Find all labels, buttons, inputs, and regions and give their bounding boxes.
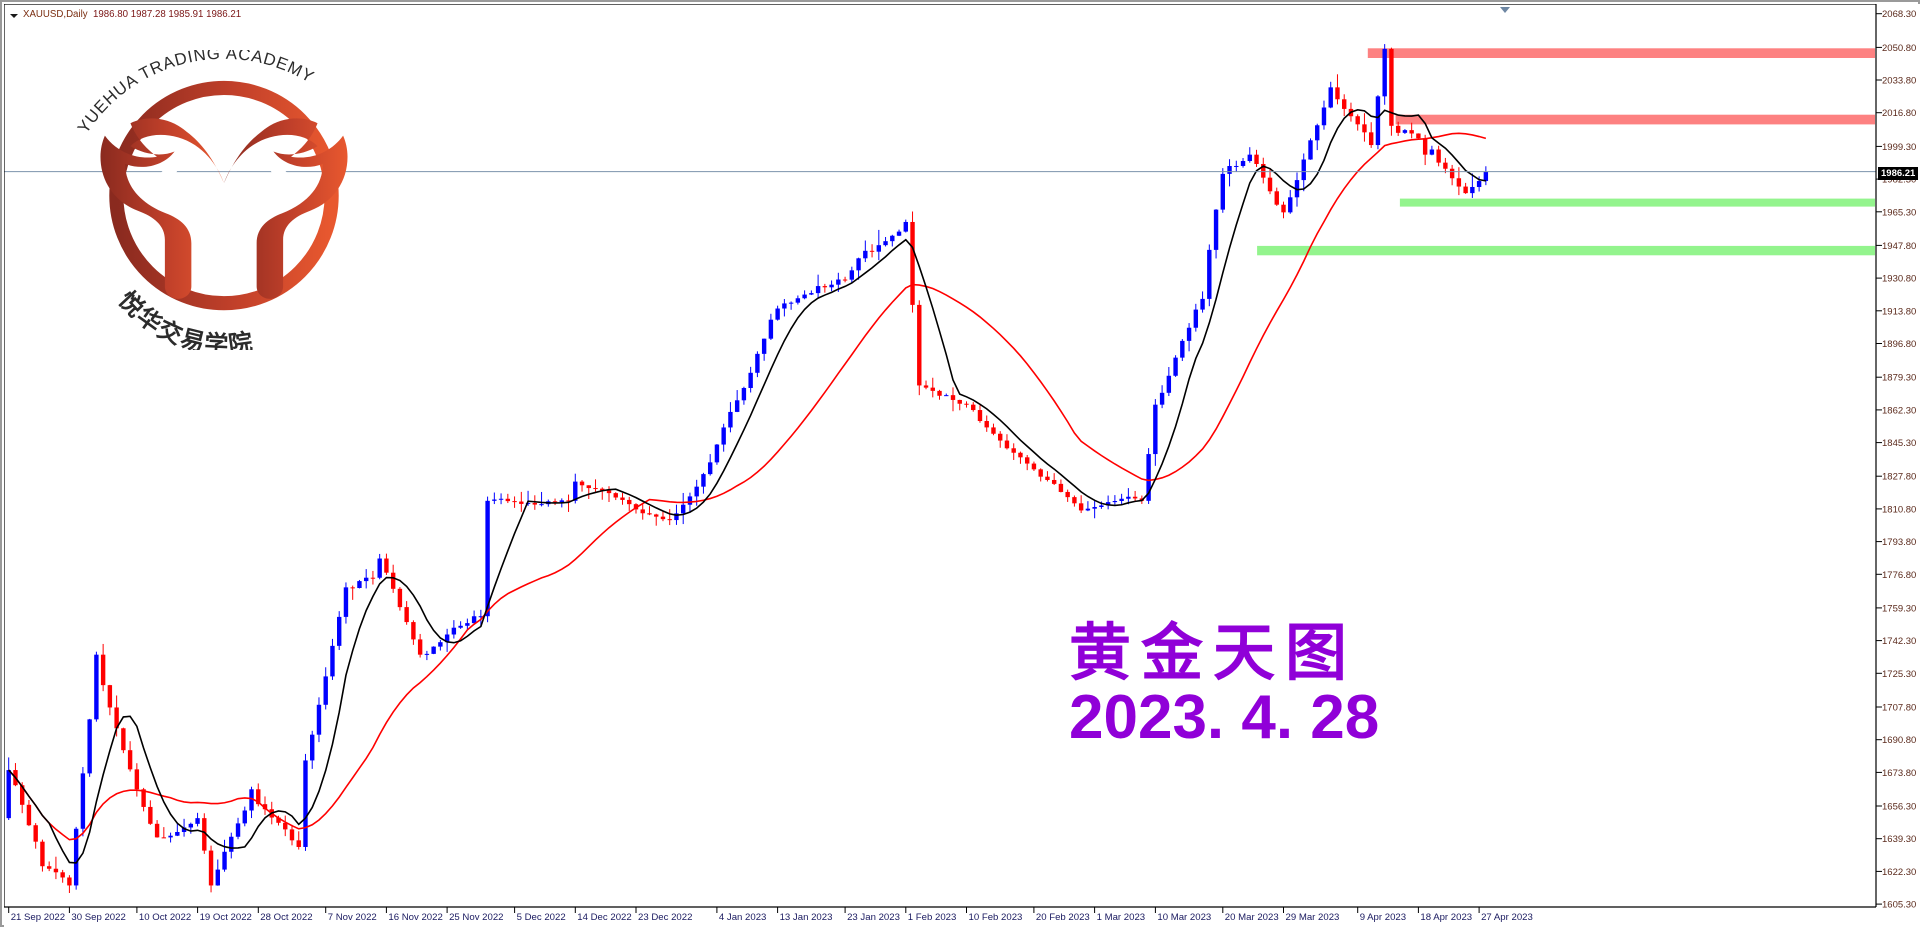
svg-text:1622.30: 1622.30 bbox=[1882, 867, 1916, 878]
svg-text:10 Feb 2023: 10 Feb 2023 bbox=[969, 912, 1023, 923]
svg-text:1759.30: 1759.30 bbox=[1882, 603, 1916, 614]
svg-text:1605.30: 1605.30 bbox=[1882, 900, 1916, 911]
svg-text:14 Dec 2022: 14 Dec 2022 bbox=[577, 912, 631, 923]
svg-text:25 Nov 2022: 25 Nov 2022 bbox=[449, 912, 503, 923]
svg-text:1673.80: 1673.80 bbox=[1882, 768, 1916, 779]
svg-text:1947.80: 1947.80 bbox=[1882, 241, 1916, 252]
svg-text:28 Oct 2022: 28 Oct 2022 bbox=[260, 912, 312, 923]
svg-text:1725.30: 1725.30 bbox=[1882, 669, 1916, 680]
svg-text:18 Apr 2023: 18 Apr 2023 bbox=[1420, 912, 1472, 923]
svg-text:10 Mar 2023: 10 Mar 2023 bbox=[1157, 912, 1211, 923]
svg-text:13 Jan 2023: 13 Jan 2023 bbox=[780, 912, 833, 923]
svg-text:20 Feb 2023: 20 Feb 2023 bbox=[1036, 912, 1090, 923]
svg-text:21 Sep 2022: 21 Sep 2022 bbox=[11, 912, 65, 923]
svg-text:1 Mar 2023: 1 Mar 2023 bbox=[1097, 912, 1146, 923]
svg-text:30 Sep 2022: 30 Sep 2022 bbox=[71, 912, 125, 923]
svg-text:1793.80: 1793.80 bbox=[1882, 537, 1916, 548]
svg-text:1827.80: 1827.80 bbox=[1882, 472, 1916, 483]
svg-text:1896.80: 1896.80 bbox=[1882, 339, 1916, 350]
svg-text:2016.80: 2016.80 bbox=[1882, 108, 1916, 119]
svg-text:1 Feb 2023: 1 Feb 2023 bbox=[908, 912, 957, 923]
svg-text:1742.30: 1742.30 bbox=[1882, 636, 1916, 647]
svg-text:19 Oct 2022: 19 Oct 2022 bbox=[200, 912, 252, 923]
svg-text:7 Nov 2022: 7 Nov 2022 bbox=[328, 912, 377, 923]
svg-text:1639.30: 1639.30 bbox=[1882, 834, 1916, 845]
svg-text:2068.30: 2068.30 bbox=[1882, 9, 1916, 20]
svg-text:29 Mar 2023: 29 Mar 2023 bbox=[1286, 912, 1340, 923]
svg-text:1810.80: 1810.80 bbox=[1882, 504, 1916, 515]
svg-text:23 Dec 2022: 23 Dec 2022 bbox=[638, 912, 692, 923]
svg-text:5 Dec 2022: 5 Dec 2022 bbox=[517, 912, 566, 923]
svg-text:27 Apr 2023: 27 Apr 2023 bbox=[1481, 912, 1533, 923]
svg-text:9 Apr 2023: 9 Apr 2023 bbox=[1360, 912, 1406, 923]
svg-text:1776.80: 1776.80 bbox=[1882, 570, 1916, 581]
svg-text:1862.30: 1862.30 bbox=[1882, 405, 1916, 416]
svg-text:1690.80: 1690.80 bbox=[1882, 735, 1916, 746]
svg-text:10 Oct 2022: 10 Oct 2022 bbox=[139, 912, 191, 923]
svg-text:1879.30: 1879.30 bbox=[1882, 373, 1916, 384]
svg-text:1999.30: 1999.30 bbox=[1882, 142, 1916, 153]
svg-text:2033.80: 2033.80 bbox=[1882, 76, 1916, 87]
svg-text:1845.30: 1845.30 bbox=[1882, 438, 1916, 449]
svg-text:1930.80: 1930.80 bbox=[1882, 274, 1916, 285]
svg-text:16 Nov 2022: 16 Nov 2022 bbox=[388, 912, 442, 923]
svg-text:1656.30: 1656.30 bbox=[1882, 802, 1916, 813]
svg-text:23 Jan 2023: 23 Jan 2023 bbox=[847, 912, 900, 923]
svg-text:20 Mar 2023: 20 Mar 2023 bbox=[1225, 912, 1279, 923]
svg-text:2050.80: 2050.80 bbox=[1882, 43, 1916, 54]
svg-text:1913.80: 1913.80 bbox=[1882, 306, 1916, 317]
svg-text:4 Jan 2023: 4 Jan 2023 bbox=[719, 912, 766, 923]
svg-text:1965.30: 1965.30 bbox=[1882, 207, 1916, 218]
svg-text:1707.80: 1707.80 bbox=[1882, 703, 1916, 714]
